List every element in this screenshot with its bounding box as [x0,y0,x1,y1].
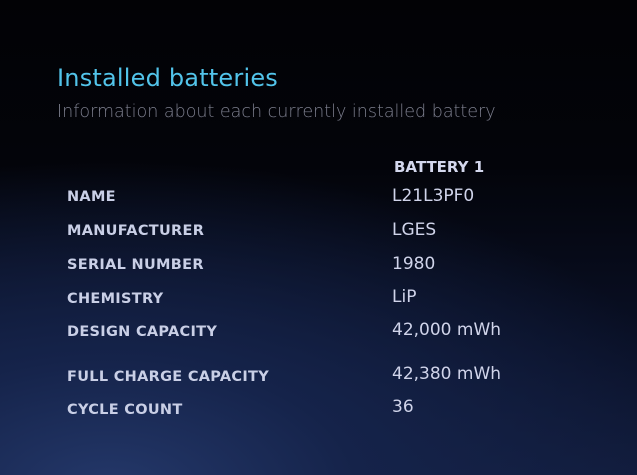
row-value: 42,000 mWh [392,320,502,340]
row-value: LiP [392,287,417,307]
row-value: LGES [392,220,437,240]
row-value: 42,380 mWh [392,364,502,384]
battery-column-header: BATTERY 1 [394,158,485,176]
page-title: Installed batteries [57,64,279,92]
row-value: 1980 [392,254,436,274]
row-label: CYCLE COUNT [67,402,183,418]
row-label: FULL CHARGE CAPACITY [67,369,270,385]
page-subtitle: Information about each currently install… [57,102,496,122]
row-label: CHEMISTRY [67,291,164,307]
row-value: 36 [392,397,414,417]
row-label: NAME [67,189,116,205]
row-label: SERIAL NUMBER [67,257,204,273]
row-label: MANUFACTURER [67,223,205,239]
row-value: L21L3PF0 [392,186,475,206]
row-label: DESIGN CAPACITY [67,324,218,340]
